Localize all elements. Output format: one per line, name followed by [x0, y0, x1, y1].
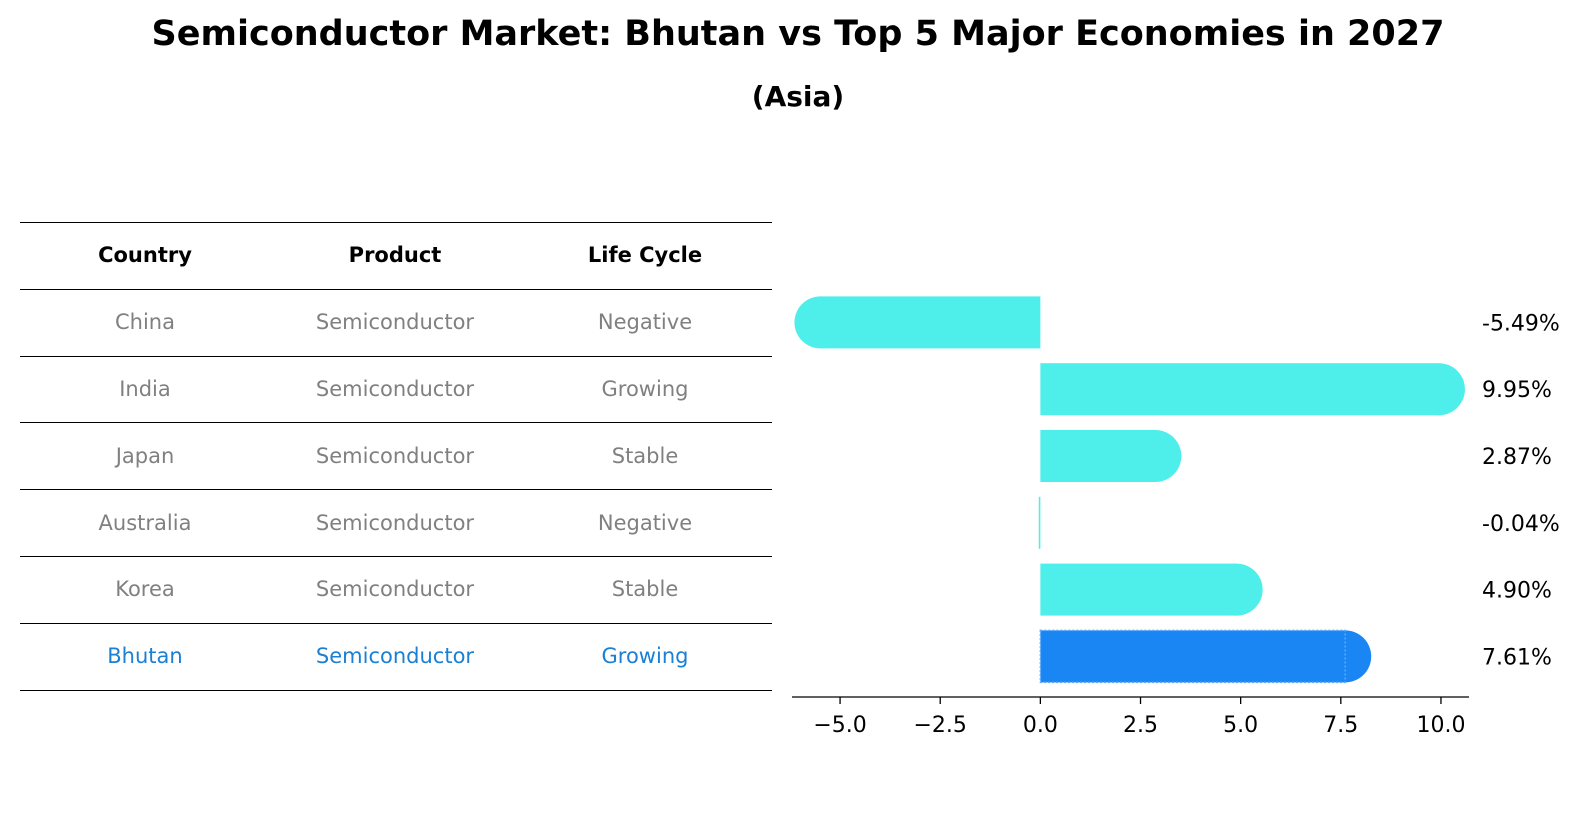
value-label: 4.90%	[1482, 579, 1552, 604]
table-cell-product: Semiconductor	[315, 377, 475, 401]
bar-india	[1040, 363, 1465, 416]
x-tick-label: 2.5	[1123, 713, 1158, 738]
table-cell-country: Korea	[115, 577, 175, 602]
table-cell-product: Semiconductor	[315, 510, 475, 535]
table-cell-product: Semiconductor	[315, 577, 475, 602]
table-cell-product: Semiconductor	[315, 443, 475, 468]
table-header-cell: Life Cycle	[587, 243, 703, 268]
table-cell-life-cycle: Stable	[611, 443, 679, 468]
table-rule	[20, 556, 772, 557]
table-cell-life-cycle: Growing	[601, 644, 689, 669]
table-cell-product: Semiconductor	[315, 310, 475, 335]
value-label: -0.04%	[1482, 512, 1560, 537]
x-tick-label: 0.0	[1023, 713, 1058, 738]
x-tick-label: 7.5	[1323, 713, 1358, 738]
table-cell-country: Bhutan	[107, 644, 183, 669]
table-rule	[20, 622, 772, 624]
bar-australia	[1038, 496, 1041, 549]
table-header-cell: Product	[348, 243, 442, 268]
table-rule	[20, 288, 772, 290]
x-tick-label: 10.0	[1416, 713, 1465, 738]
table-cell-life-cycle: Growing	[601, 377, 689, 401]
chart-subtitle: (Asia)	[751, 80, 845, 113]
chart-title: Semiconductor Market: Bhutan vs Top 5 Ma…	[151, 14, 1445, 54]
table-rule	[20, 355, 772, 357]
bar-bhutan	[1039, 629, 1372, 684]
table-rule	[20, 422, 772, 424]
table-cell-country: India	[119, 377, 171, 401]
bar-korea	[1040, 563, 1263, 616]
table-cell-life-cycle: Stable	[611, 577, 679, 602]
x-tick-label: −2.5	[914, 713, 967, 738]
value-label: -5.49%	[1482, 311, 1560, 336]
table-cell-country: China	[115, 310, 175, 335]
x-tick-label: 5.0	[1223, 713, 1258, 738]
bar-japan	[1040, 430, 1182, 482]
value-label: 7.61%	[1482, 645, 1552, 670]
table-rule	[20, 689, 772, 691]
table-cell-country: Japan	[115, 443, 175, 468]
table-cell-life-cycle: Negative	[597, 310, 693, 335]
value-label: 2.87%	[1482, 445, 1552, 470]
table-cell-life-cycle: Negative	[597, 510, 693, 535]
table-cell-country: Australia	[98, 510, 192, 535]
bar-china	[794, 296, 1041, 349]
x-tick-label: −5.0	[813, 713, 866, 738]
value-label: 9.95%	[1482, 378, 1552, 403]
table-header-cell: Country	[98, 243, 192, 268]
table-cell-product: Semiconductor	[315, 644, 475, 669]
table-rule	[20, 222, 772, 223]
table-rule	[20, 489, 772, 491]
